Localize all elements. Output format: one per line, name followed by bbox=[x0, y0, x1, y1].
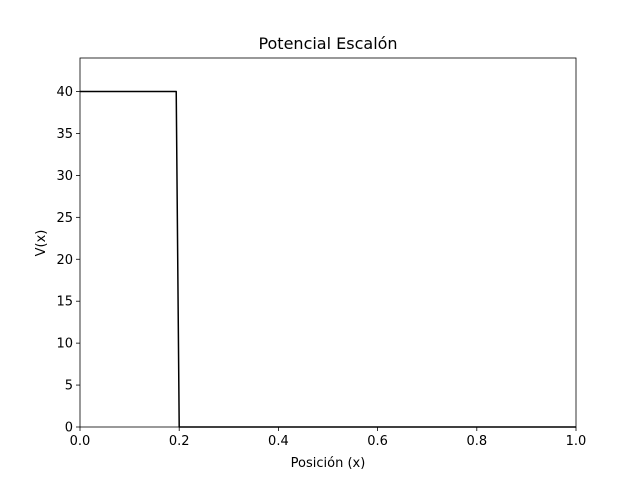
x-tick-label-4: 0.8 bbox=[466, 434, 487, 449]
chart-title: Potencial Escalón bbox=[258, 34, 397, 53]
y-tick-label-2: 10 bbox=[56, 337, 73, 352]
y-tick-label-5: 25 bbox=[56, 211, 73, 226]
x-tick-label-3: 0.6 bbox=[367, 434, 388, 449]
y-tick-label-1: 5 bbox=[65, 379, 73, 394]
y-tick-label-6: 30 bbox=[56, 169, 73, 184]
y-tick-label-0: 0 bbox=[65, 421, 73, 436]
y-tick-label-4: 20 bbox=[56, 253, 73, 268]
y-tick-label-7: 35 bbox=[56, 127, 73, 142]
x-tick-label-0: 0.0 bbox=[70, 434, 91, 449]
y-axis-label: V(x) bbox=[34, 230, 49, 257]
axes-frame bbox=[79, 57, 577, 428]
y-tick-label-3: 15 bbox=[56, 295, 73, 310]
x-axis-label: Posición (x) bbox=[291, 456, 366, 471]
x-tick-label-5: 1.0 bbox=[566, 434, 587, 449]
y-axis-ticks: 0 5 10 15 20 25 30 35 40 bbox=[56, 85, 80, 436]
x-axis-ticks: 0.0 0.2 0.4 0.6 0.8 1.0 bbox=[70, 427, 587, 449]
y-tick-label-8: 40 bbox=[56, 85, 73, 100]
x-tick-label-2: 0.4 bbox=[268, 434, 289, 449]
x-tick-label-1: 0.2 bbox=[169, 434, 190, 449]
